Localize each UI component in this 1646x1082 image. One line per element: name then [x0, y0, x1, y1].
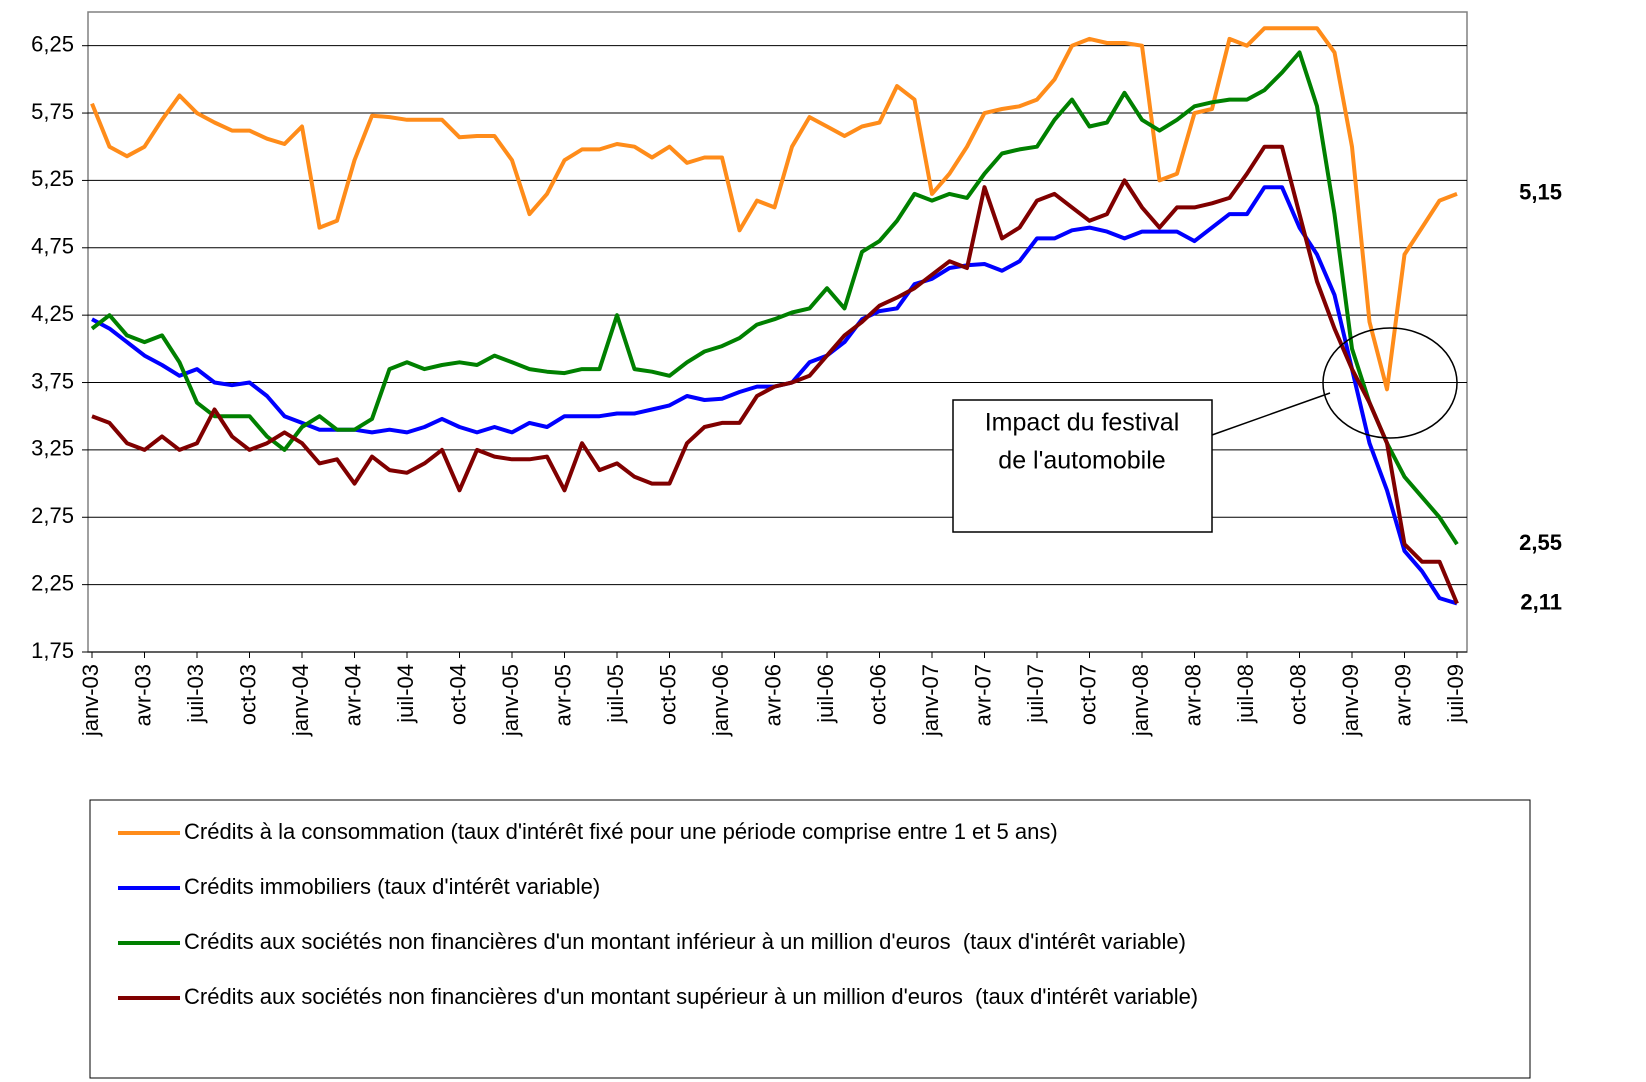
x-tick-label: janv-08	[1128, 664, 1153, 737]
x-tick-label: juil-06	[813, 664, 838, 724]
x-tick-label: avr-05	[550, 664, 575, 726]
plot-area	[87, 11, 1468, 653]
series-line	[91, 144, 1459, 605]
legend-label: Crédits aux sociétés non financières d'u…	[184, 929, 1186, 954]
x-tick-label: janv-03	[78, 664, 103, 737]
x-tick-label: avr-06	[760, 664, 785, 726]
legend-label: Crédits immobiliers (taux d'intérêt vari…	[184, 874, 600, 899]
x-tick-label: juil-08	[1233, 664, 1258, 724]
y-tick-label: 4,75	[31, 234, 74, 259]
series-line	[90, 50, 1459, 546]
y-tick-label: 2,25	[31, 570, 74, 595]
legend-box	[89, 799, 1531, 1079]
y-tick-label: 6,25	[31, 31, 74, 56]
x-tick-label: avr-08	[1180, 664, 1205, 726]
x-tick-label: janv-09	[1338, 664, 1363, 737]
x-tick-label: oct-03	[235, 664, 260, 725]
y-tick-label: 5,25	[31, 166, 74, 191]
x-tick-label: avr-07	[970, 664, 995, 726]
x-tick-label: juil-03	[183, 664, 208, 724]
series-line	[90, 26, 1458, 392]
x-tick-label: oct-07	[1075, 664, 1100, 725]
x-tick-label: juil-05	[603, 664, 628, 724]
x-tick-label: avr-03	[130, 664, 155, 726]
x-tick-label: avr-04	[340, 664, 365, 726]
value-label: 2,55	[1519, 530, 1562, 555]
x-tick-label: janv-06	[708, 664, 733, 737]
x-tick-label: avr-09	[1390, 664, 1415, 726]
y-tick-label: 3,75	[31, 368, 74, 393]
y-tick-label: 4,25	[31, 301, 74, 326]
annotation-connector	[1211, 392, 1331, 436]
annotation-text: de l'automobile	[998, 447, 1165, 475]
x-tick-label: janv-07	[918, 664, 943, 737]
annotation-box	[952, 399, 1213, 533]
legend-label: Crédits à la consommation (taux d'intérê…	[184, 819, 1058, 844]
legend-label: Crédits aux sociétés non financières d'u…	[184, 984, 1198, 1009]
x-tick-label: oct-04	[445, 664, 470, 725]
value-label: 5,15	[1519, 180, 1562, 205]
y-tick-label: 5,75	[31, 99, 74, 124]
y-tick-label: 2,75	[31, 503, 74, 528]
annotation-text: Impact du festival	[985, 409, 1180, 437]
annotation-ellipse	[1322, 327, 1458, 439]
x-tick-label: juil-07	[1023, 664, 1048, 724]
x-tick-label: oct-06	[865, 664, 890, 725]
y-tick-label: 1,75	[31, 638, 74, 663]
x-tick-label: janv-05	[498, 664, 523, 737]
x-tick-label: oct-08	[1285, 664, 1310, 725]
x-tick-label: juil-04	[393, 664, 418, 724]
x-tick-label: oct-05	[655, 664, 680, 725]
x-tick-label: juil-09	[1443, 664, 1468, 724]
value-label: 2,11	[1520, 589, 1562, 614]
y-tick-label: 3,25	[31, 436, 74, 461]
x-tick-label: janv-04	[288, 664, 313, 737]
